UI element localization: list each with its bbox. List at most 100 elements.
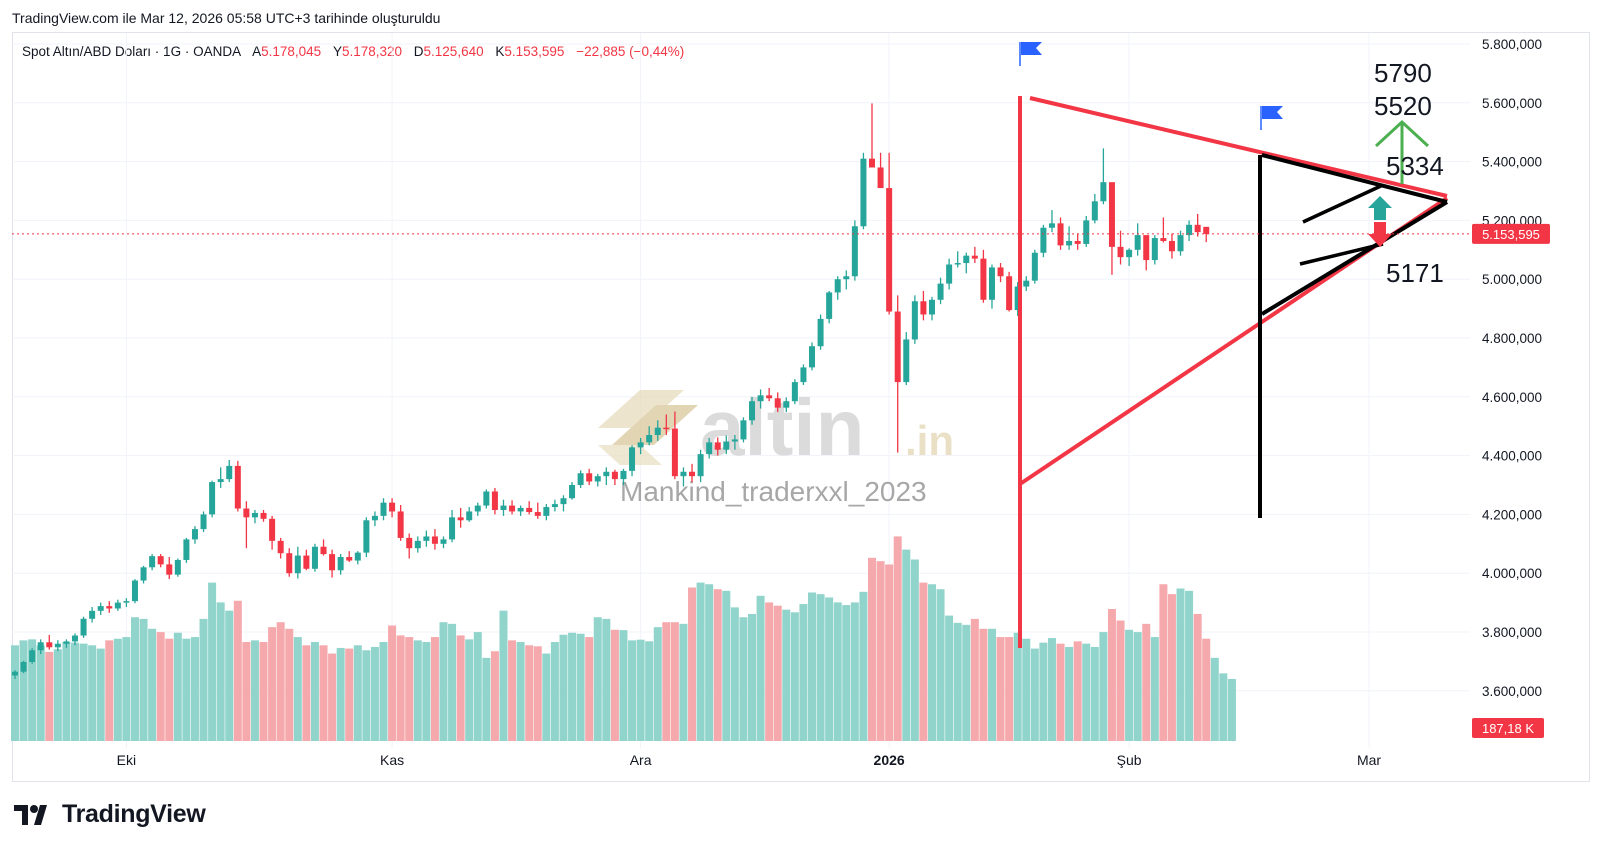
candle: [277, 537, 284, 559]
candle: [1091, 193, 1098, 224]
candle-body: [911, 301, 918, 340]
volume-bar: [1219, 673, 1228, 741]
candle: [869, 103, 875, 168]
candle: [1023, 276, 1030, 291]
candle-body: [826, 292, 833, 319]
volume-bar: [328, 653, 337, 741]
volume-layer: [11, 536, 1236, 741]
candle-body: [389, 502, 396, 512]
current-price-label: 5.153,595: [1482, 227, 1540, 242]
candle: [560, 495, 567, 512]
annotation-target-mid: 5520: [1374, 91, 1432, 121]
volume-bar: [456, 635, 465, 741]
candle-body: [329, 554, 336, 571]
volume-bar: [1065, 646, 1074, 741]
volume-bar: [113, 638, 122, 741]
trend-black-lower: [1260, 200, 1449, 316]
candle: [123, 598, 130, 608]
legend-open-label: A: [252, 44, 262, 59]
candle-body: [1117, 246, 1124, 258]
volume-bar: [1202, 638, 1211, 741]
candle-body: [380, 502, 387, 516]
candle-body: [1126, 249, 1133, 258]
candle-body: [586, 473, 593, 482]
volume-bar: [662, 622, 671, 741]
candle-body: [920, 301, 927, 315]
candle: [1014, 282, 1021, 316]
candle-body: [646, 435, 653, 443]
candle-body: [971, 255, 978, 259]
volume-bar: [45, 651, 54, 741]
candle: [577, 470, 584, 488]
candle-body: [277, 540, 284, 554]
volume-bar: [1159, 584, 1168, 741]
volume-bar: [302, 645, 311, 741]
candle: [209, 480, 216, 518]
candle-body: [997, 267, 1004, 277]
candle-body: [620, 470, 627, 480]
candle: [71, 633, 78, 646]
candle: [474, 502, 481, 516]
candle-body: [457, 517, 464, 521]
flag-icon: [1260, 106, 1283, 130]
y-axis-tick-label: 5.400,000: [1482, 155, 1542, 170]
volume-bar: [165, 638, 174, 741]
volume-bar: [1013, 632, 1022, 741]
candle-body: [423, 536, 430, 541]
volume-bar: [353, 645, 362, 741]
candle: [654, 420, 661, 441]
candle: [826, 290, 833, 324]
volume-bar: [953, 622, 962, 741]
candle-body: [560, 498, 567, 505]
candle: [766, 387, 773, 402]
candle-body: [663, 427, 670, 430]
candle: [1031, 249, 1038, 284]
candle-body: [1168, 240, 1175, 252]
volume-bar: [233, 600, 242, 741]
y-axis-tick-label: 5.600,000: [1482, 96, 1542, 111]
y-axis-tick-label: 5.000,000: [1482, 272, 1542, 287]
candle-body: [1091, 201, 1098, 221]
volume-bar: [439, 622, 448, 741]
candle-body: [766, 395, 773, 399]
volume-bar: [1030, 648, 1039, 741]
candle: [1194, 213, 1201, 237]
legend-symbol[interactable]: Spot Altın/ABD Doları · 1G · OANDA: [22, 44, 241, 59]
candle-body: [149, 556, 156, 568]
volume-bar: [148, 628, 157, 741]
candle-body: [980, 258, 987, 300]
candle: [980, 249, 987, 303]
volume-bar: [619, 630, 628, 741]
candle-body: [817, 318, 824, 347]
candle: [783, 397, 790, 413]
candle-body: [1100, 182, 1107, 202]
candle: [569, 482, 576, 500]
volume-bar: [730, 607, 739, 741]
candle: [731, 435, 738, 450]
candle: [371, 511, 378, 527]
candle: [466, 507, 473, 522]
candle: [534, 502, 541, 519]
candle-body: [594, 476, 601, 482]
candle: [526, 501, 533, 515]
candle: [1186, 220, 1193, 241]
candle: [509, 500, 516, 515]
altin-logo-mark-icon: [598, 390, 698, 465]
candle-body: [1031, 252, 1038, 281]
trend-red-upper: [1029, 96, 1448, 198]
candle-body: [954, 263, 961, 265]
candle: [243, 501, 250, 549]
candle-body: [474, 505, 481, 512]
annotation-resistance: 5334: [1386, 151, 1444, 181]
volume-bar: [833, 602, 842, 741]
volume-bar: [945, 615, 954, 741]
tradingview-logo[interactable]: TradingView: [14, 800, 206, 829]
candle: [251, 509, 258, 524]
candle-body: [1151, 238, 1158, 261]
candle-body: [577, 473, 584, 485]
volume-bar: [190, 637, 199, 741]
volume-bar: [628, 640, 637, 741]
candle-body: [1083, 220, 1090, 244]
volume-bar: [670, 622, 679, 741]
